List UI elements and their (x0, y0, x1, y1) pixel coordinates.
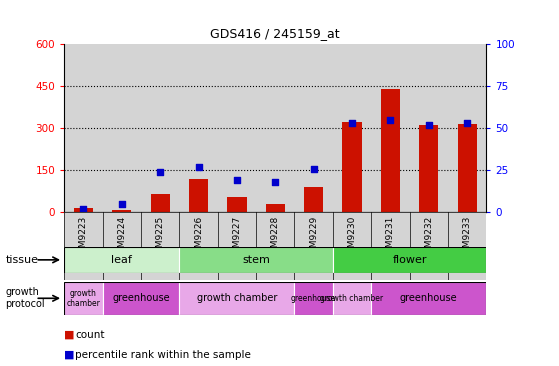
Bar (333, 247, 486, 273)
Point (348, 120, 357, 126)
Text: GSM9228: GSM9228 (271, 216, 280, 259)
Bar (295, 212, 333, 280)
Bar (419, 125, 438, 212)
Bar (179, 282, 295, 315)
Text: GSM9233: GSM9233 (463, 216, 472, 259)
Bar (103, 212, 141, 280)
Text: GSM9224: GSM9224 (117, 216, 126, 259)
Text: GSM9230: GSM9230 (348, 216, 357, 259)
Text: percentile rank within the sample: percentile rank within the sample (75, 350, 252, 360)
Bar (410, 44, 448, 212)
Text: GSM9229: GSM9229 (309, 216, 318, 259)
Bar (371, 212, 410, 280)
Text: greenhouse: greenhouse (291, 294, 336, 303)
Text: tissue: tissue (6, 255, 39, 265)
Text: growth chamber: growth chamber (197, 293, 277, 303)
Bar (371, 282, 486, 315)
Bar (218, 212, 256, 280)
Bar (103, 282, 179, 315)
Text: ■: ■ (64, 350, 75, 360)
Bar (179, 247, 333, 273)
Bar (448, 212, 486, 280)
Text: ■: ■ (64, 330, 75, 340)
Text: GSM9232: GSM9232 (424, 216, 433, 259)
Bar (150, 194, 170, 212)
Bar (179, 212, 218, 280)
Bar (410, 212, 448, 280)
Bar (141, 212, 179, 280)
Bar (256, 44, 295, 212)
Text: GSM9231: GSM9231 (386, 216, 395, 259)
Bar (141, 44, 179, 212)
Text: GSM9223: GSM9223 (79, 216, 88, 259)
Text: greenhouse: greenhouse (112, 293, 170, 303)
Bar (381, 89, 400, 212)
Bar (304, 187, 323, 212)
Bar (333, 44, 371, 212)
Bar (74, 208, 93, 212)
Bar (371, 44, 410, 212)
Text: growth
chamber: growth chamber (67, 288, 101, 308)
Text: GSM9226: GSM9226 (194, 216, 203, 259)
Bar (295, 282, 333, 315)
Bar (179, 44, 218, 212)
Point (271, 179, 280, 185)
Point (463, 120, 472, 126)
Point (424, 122, 433, 128)
Bar (103, 44, 141, 212)
Text: flower: flower (392, 255, 427, 265)
Point (233, 178, 241, 183)
Bar (333, 212, 371, 280)
Point (386, 117, 395, 123)
Bar (228, 197, 247, 212)
Bar (64, 247, 179, 273)
Bar (64, 212, 103, 280)
Text: greenhouse: greenhouse (400, 293, 458, 303)
Bar (333, 282, 371, 315)
Bar (64, 282, 103, 315)
Bar (256, 212, 295, 280)
Point (156, 169, 165, 175)
Text: GSM9227: GSM9227 (233, 216, 241, 259)
Text: leaf: leaf (111, 255, 132, 265)
Text: stem: stem (242, 255, 270, 265)
Title: GDS416 / 245159_at: GDS416 / 245159_at (211, 27, 340, 40)
Text: count: count (75, 330, 105, 340)
Bar (112, 210, 131, 212)
Text: growth chamber: growth chamber (320, 294, 383, 303)
Point (79, 206, 88, 212)
Bar (458, 124, 477, 212)
Text: growth
protocol: growth protocol (6, 287, 45, 309)
Bar (218, 44, 256, 212)
Point (309, 165, 318, 171)
Text: GSM9225: GSM9225 (156, 216, 165, 259)
Point (117, 201, 126, 207)
Bar (343, 123, 362, 212)
Bar (266, 204, 285, 212)
Bar (295, 44, 333, 212)
Bar (448, 44, 486, 212)
Point (194, 164, 203, 170)
Bar (64, 44, 103, 212)
Bar (189, 179, 208, 212)
